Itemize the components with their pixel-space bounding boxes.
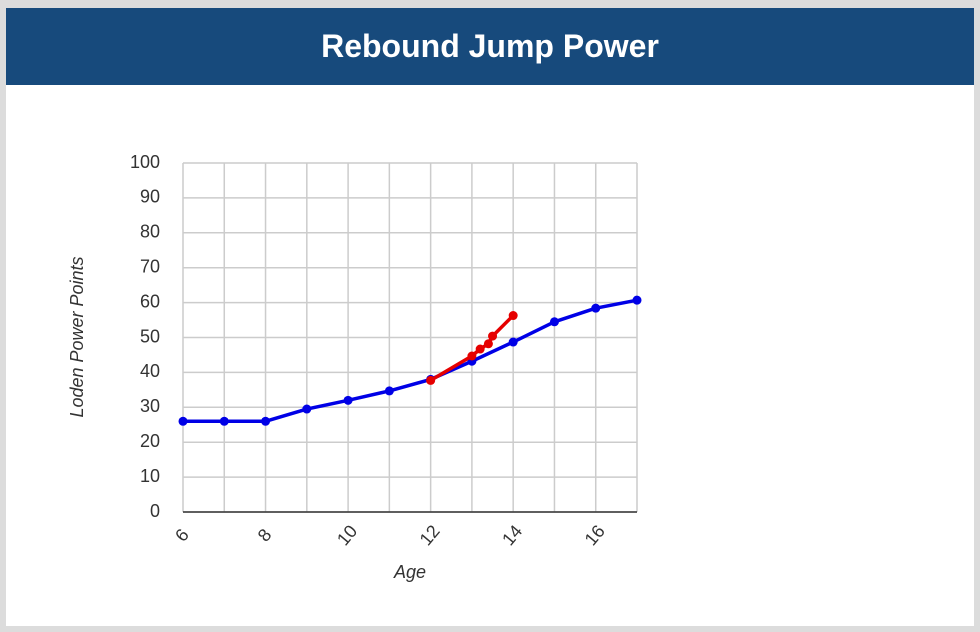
panel: Rebound Jump Power [6, 8, 974, 626]
y-tick-label: 100 [130, 152, 160, 172]
y-tick-label: 80 [140, 222, 160, 242]
data-point [549, 317, 559, 327]
data-point [488, 331, 498, 341]
x-tick-label: 8 [254, 525, 276, 546]
y-tick-label: 90 [140, 187, 160, 207]
y-tick-label: 60 [140, 291, 160, 311]
data-point [591, 303, 601, 313]
y-tick-label: 10 [140, 466, 160, 486]
y-tick-label: 30 [140, 396, 160, 416]
data-point [219, 416, 229, 426]
data-point [483, 339, 493, 349]
data-point [384, 386, 394, 396]
data-point [343, 395, 353, 405]
data-point [508, 337, 518, 347]
x-tick-label: 14 [498, 521, 526, 549]
data-point [261, 416, 271, 426]
data-point [467, 351, 477, 361]
x-tick-label: 12 [416, 521, 444, 549]
data-point [178, 416, 188, 426]
y-tick-label: 70 [140, 256, 160, 276]
data-point [475, 344, 485, 354]
series-line [183, 298, 638, 424]
y-tick-label: 40 [140, 361, 160, 381]
data-point [302, 404, 312, 414]
chart-title: Rebound Jump Power [321, 28, 659, 64]
series-line [429, 314, 515, 382]
data-point [632, 295, 642, 305]
x-axis-label: Age [393, 562, 426, 582]
y-axis-label: Loden Power Points [67, 256, 87, 417]
y-tick-label: 20 [140, 431, 160, 451]
x-tick-label: 16 [581, 521, 609, 549]
y-tick-label: 50 [140, 326, 160, 346]
x-tick-label: 6 [171, 525, 193, 546]
header: Rebound Jump Power [6, 8, 974, 85]
y-tick-label: 0 [150, 501, 160, 521]
x-tick-label: 10 [333, 521, 361, 549]
data-point [508, 311, 518, 321]
data-point [426, 375, 436, 385]
